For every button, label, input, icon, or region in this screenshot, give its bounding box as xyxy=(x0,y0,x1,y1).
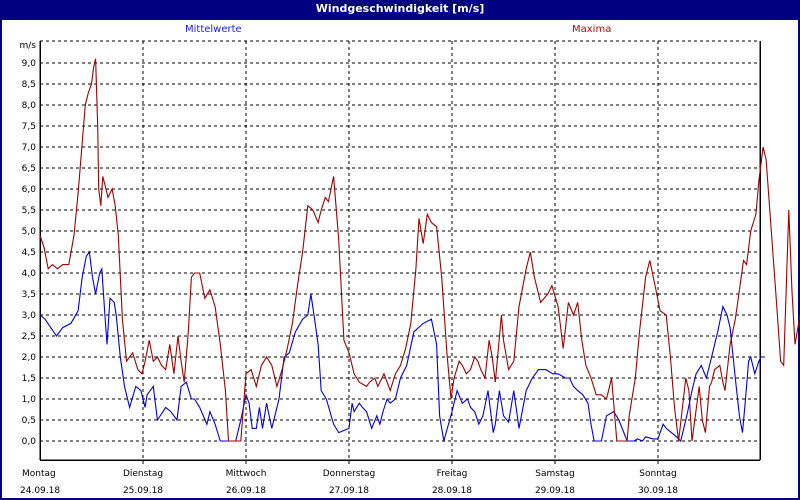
x-tick-day: Dienstag xyxy=(123,469,163,479)
legend-mittelwerte: Mittelwerte xyxy=(185,24,242,35)
y-tick-label: 7,0 xyxy=(22,143,37,153)
y-tick-label: 3,0 xyxy=(22,311,37,321)
x-tick-date: 28.09.18 xyxy=(432,486,472,496)
x-tick-date: 30.09.18 xyxy=(638,486,678,496)
y-tick-label: 9,0 xyxy=(22,59,37,69)
y-tick-label: 0,0 xyxy=(22,437,37,447)
legend-maxima: Maxima xyxy=(572,24,612,35)
y-tick-label: 1,0 xyxy=(22,395,37,405)
x-tick-day: Samstag xyxy=(535,469,574,479)
series-mittelwerte xyxy=(39,250,766,443)
x-tick-day: Montag xyxy=(22,469,56,479)
y-tick-label: 0,5 xyxy=(22,416,36,426)
y-tick-label: 8,5 xyxy=(22,80,36,90)
x-tick-day: Freitag xyxy=(437,469,468,479)
y-tick-label: 4,5 xyxy=(22,248,36,258)
y-tick-label: 6,5 xyxy=(22,164,36,174)
y-tick-label: 2,5 xyxy=(22,332,36,342)
y-tick-label: 3,5 xyxy=(22,290,36,300)
y-tick-label: 5,0 xyxy=(22,227,37,237)
x-tick-day: Sonntag xyxy=(639,469,676,479)
x-tick-date: 24.09.18 xyxy=(20,486,60,496)
series-maxima xyxy=(39,58,800,442)
y-tick-label: 8,0 xyxy=(22,101,37,111)
x-tick-day: Mittwoch xyxy=(226,469,267,479)
x-tick-date: 27.09.18 xyxy=(329,486,369,496)
chart-title: Windgeschwindigkeit [m/s] xyxy=(0,0,800,20)
x-tick-date: 29.09.18 xyxy=(535,486,575,496)
y-tick-label: 4,0 xyxy=(22,269,37,279)
y-tick-label: 6,0 xyxy=(22,185,37,195)
y-tick-label: 5,5 xyxy=(22,206,36,216)
y-tick-label: 1,5 xyxy=(22,374,36,384)
y-tick-label: 7,5 xyxy=(22,122,36,132)
x-tick-date: 26.09.18 xyxy=(226,486,266,496)
y-axis-unit: m/s xyxy=(20,41,37,51)
x-tick-date: 25.09.18 xyxy=(123,486,163,496)
x-tick-day: Donnerstag xyxy=(323,469,376,479)
y-tick-label: 2,0 xyxy=(22,353,37,363)
